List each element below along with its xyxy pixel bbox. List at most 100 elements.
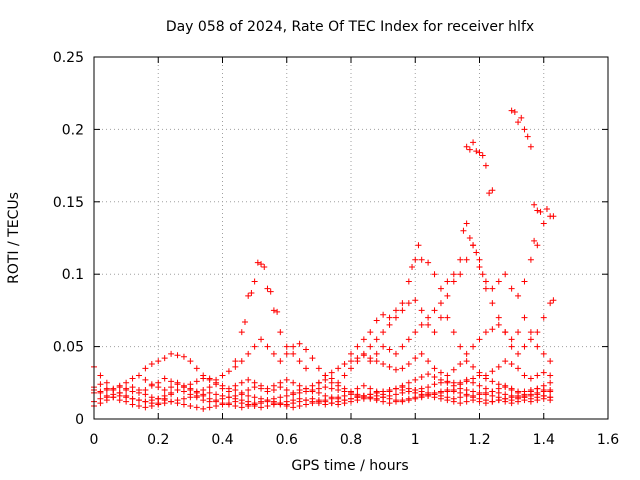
data-point [515, 394, 522, 401]
data-point [392, 398, 399, 405]
data-point [97, 372, 104, 379]
data-point [470, 139, 477, 146]
data-point [283, 343, 290, 350]
data-point [322, 384, 329, 391]
data-point [527, 256, 534, 263]
data-point [135, 389, 142, 396]
data-point [200, 405, 207, 412]
data-point [277, 379, 284, 386]
data-point [380, 398, 387, 405]
data-point [206, 384, 213, 391]
data-point [508, 336, 515, 343]
data-point [511, 109, 518, 116]
data-point [380, 360, 387, 367]
data-point [219, 382, 226, 389]
data-point [277, 394, 284, 401]
data-point [232, 402, 239, 409]
data-point [135, 372, 142, 379]
data-point [547, 387, 554, 394]
data-point [341, 372, 348, 379]
data-point [495, 389, 502, 396]
data-point [129, 401, 136, 408]
data-point [399, 300, 406, 307]
data-point [386, 400, 393, 407]
data-point [290, 397, 297, 404]
data-point [502, 271, 509, 278]
data-point [103, 379, 110, 386]
data-point [425, 358, 432, 365]
data-point [180, 384, 187, 391]
data-point [267, 288, 274, 295]
data-point [489, 398, 496, 405]
data-point [450, 366, 457, 373]
data-point [479, 271, 486, 278]
data-point [518, 114, 525, 121]
data-point [97, 400, 104, 407]
data-point [444, 379, 451, 386]
data-point [283, 376, 290, 383]
data-point [418, 321, 425, 328]
data-point [328, 375, 335, 382]
data-point [168, 384, 175, 391]
data-point [425, 371, 432, 378]
series-sat-f [91, 384, 554, 411]
data-point [392, 307, 399, 314]
data-point [277, 401, 284, 408]
data-point [444, 372, 451, 379]
data-point [405, 300, 412, 307]
data-point [444, 397, 451, 404]
data-point [142, 398, 149, 405]
data-point [174, 400, 181, 407]
series-sat-g [142, 242, 554, 386]
data-point [245, 350, 252, 357]
y-tick-label: 0 [75, 412, 84, 428]
data-point [193, 404, 200, 411]
data-point [123, 385, 130, 392]
data-point [470, 379, 477, 386]
data-point [437, 369, 444, 376]
data-point [479, 152, 486, 159]
data-point [296, 395, 303, 402]
data-point [476, 398, 483, 405]
x-tick-label: 1.4 [533, 432, 555, 448]
data-point [277, 329, 284, 336]
data-point [540, 350, 547, 357]
data-point [238, 379, 245, 386]
data-point [225, 394, 232, 401]
data-point [155, 400, 162, 407]
data-point [380, 329, 387, 336]
data-point [315, 398, 322, 405]
y-tick-label: 0.1 [62, 267, 84, 283]
data-point [303, 346, 310, 353]
data-point [245, 292, 252, 299]
data-point [232, 358, 239, 365]
data-point [521, 278, 528, 285]
data-point [380, 343, 387, 350]
data-point [290, 391, 297, 398]
data-point [524, 133, 531, 140]
data-point [155, 358, 162, 365]
data-point [315, 385, 322, 392]
data-point [463, 143, 470, 150]
y-tick-label: 0.05 [53, 340, 84, 356]
data-point [264, 398, 271, 405]
data-point [354, 385, 361, 392]
data-point [425, 321, 432, 328]
data-point [476, 256, 483, 263]
x-tick-label: 0.2 [147, 432, 169, 448]
data-point [466, 146, 473, 153]
data-point [534, 343, 541, 350]
data-point [431, 307, 438, 314]
data-point [142, 365, 149, 372]
data-point [142, 387, 149, 394]
data-point [412, 256, 419, 263]
x-tick-label: 1.2 [468, 432, 490, 448]
data-point [508, 285, 515, 292]
data-point [399, 397, 406, 404]
data-point [168, 391, 175, 398]
data-point [303, 401, 310, 408]
data-point [148, 402, 155, 409]
data-point [392, 391, 399, 398]
data-point [251, 401, 258, 408]
data-point [148, 360, 155, 367]
